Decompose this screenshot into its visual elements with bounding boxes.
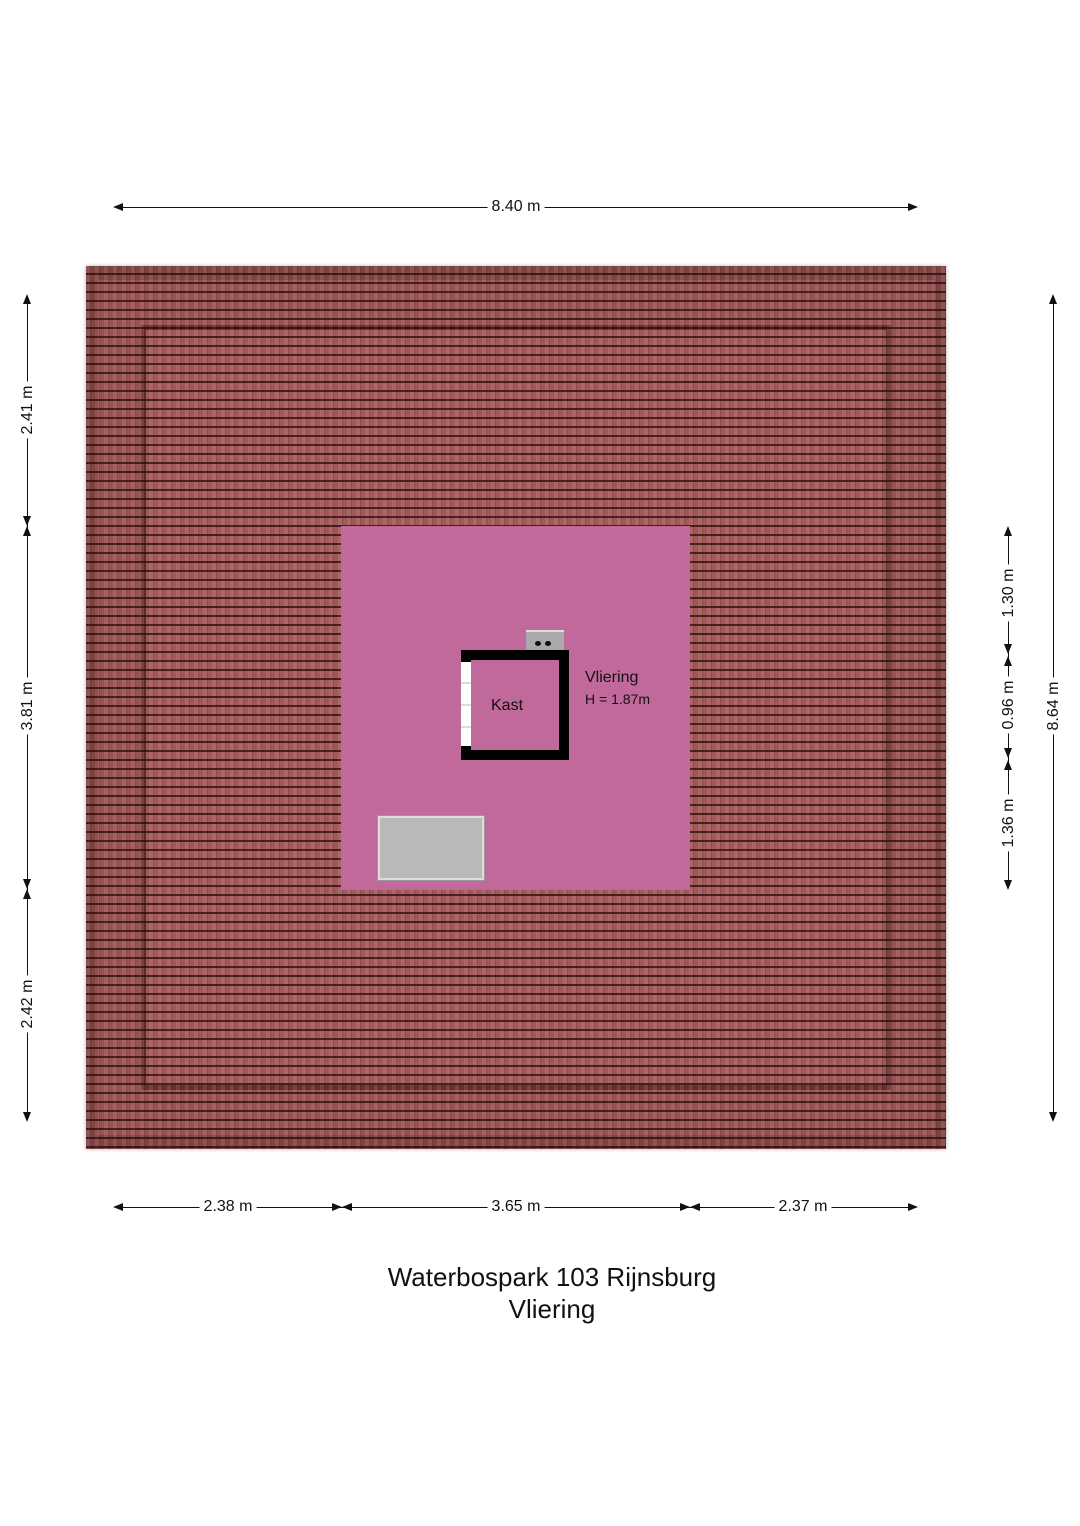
dim-bottom-1: 2.38 m xyxy=(199,1198,257,1216)
arrow-down-icon xyxy=(23,879,31,889)
arrow-right-icon xyxy=(908,203,918,211)
chimney xyxy=(526,630,564,652)
arrow-down-icon xyxy=(1004,644,1012,654)
dim-bottom-2: 3.65 m xyxy=(487,1198,545,1216)
arrow-up-icon xyxy=(1004,760,1012,770)
dim-top-total: 8.40 m xyxy=(487,198,545,216)
arrow-down-icon xyxy=(1049,1112,1057,1122)
dim-right-total: 8.64 m xyxy=(1045,677,1063,735)
arrow-left-icon xyxy=(690,1203,700,1211)
plan-title-address: Waterbospark 103 Rijnsburg xyxy=(387,1262,717,1292)
room-kast xyxy=(461,650,569,760)
roof-hatch xyxy=(378,816,484,880)
dim-left-2: 3.81 m xyxy=(19,677,37,735)
room-label-vliering: Vliering xyxy=(585,669,639,686)
arrow-right-icon xyxy=(332,1203,342,1211)
arrow-left-icon xyxy=(342,1203,352,1211)
arrow-down-icon xyxy=(1004,748,1012,758)
dim-bottom-3: 2.37 m xyxy=(774,1198,832,1216)
arrow-up-icon xyxy=(23,889,31,899)
arrow-right-icon xyxy=(908,1203,918,1211)
room-label-kast: Kast xyxy=(491,697,524,714)
arrow-down-icon xyxy=(1004,880,1012,890)
room-height: H = 1.87m xyxy=(585,691,650,707)
arrow-left-icon xyxy=(113,1203,123,1211)
chimney-vent xyxy=(535,641,541,646)
dim-right-3: 1.36 m xyxy=(1000,794,1018,852)
arrow-up-icon xyxy=(23,526,31,536)
dim-left-1: 2.41 m xyxy=(19,381,37,439)
arrow-down-icon xyxy=(23,516,31,526)
arrow-up-icon xyxy=(1049,294,1057,304)
arrow-up-icon xyxy=(23,294,31,304)
dim-right-2: 0.96 m xyxy=(1000,676,1018,734)
arrow-right-icon xyxy=(680,1203,690,1211)
chimney-vent xyxy=(545,641,551,646)
arrow-up-icon xyxy=(1004,526,1012,536)
arrow-down-icon xyxy=(23,1112,31,1122)
dim-left-3: 2.42 m xyxy=(19,975,37,1033)
plan-title-floor: Vliering xyxy=(508,1294,596,1324)
dim-right-1: 1.30 m xyxy=(1000,564,1018,622)
arrow-up-icon xyxy=(1004,656,1012,666)
kast-door xyxy=(461,662,471,746)
arrow-left-icon xyxy=(113,203,123,211)
